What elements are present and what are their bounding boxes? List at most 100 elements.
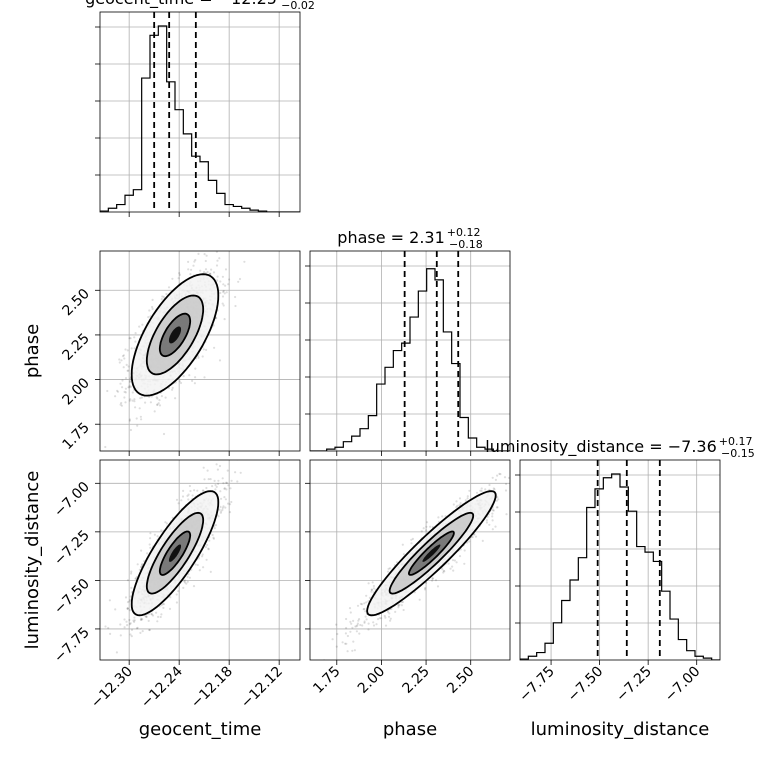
sample-point (204, 268, 208, 271)
sample-point (203, 478, 206, 481)
sample-point (178, 273, 181, 276)
sample-point (451, 559, 455, 562)
sample-point (162, 432, 166, 436)
sample-point (129, 385, 132, 388)
sample-point (182, 375, 185, 378)
sample-point (198, 569, 201, 572)
sample-point (148, 543, 151, 546)
sample-point (361, 603, 364, 606)
sample-point (217, 515, 220, 518)
sample-point (349, 630, 352, 633)
sample-point (219, 291, 222, 295)
sample-point (492, 509, 495, 512)
sample-point (133, 347, 136, 350)
sample-point (401, 600, 404, 604)
sample-point (190, 268, 193, 271)
sample-point (119, 634, 122, 637)
sample-point (216, 279, 219, 282)
sample-point (188, 374, 191, 377)
sample-point (362, 608, 365, 611)
sample-point (126, 601, 130, 604)
sample-point (496, 496, 499, 499)
sample-point (473, 533, 476, 536)
y-tick-label: 1.75 (59, 420, 92, 453)
sample-point (128, 618, 131, 622)
sample-point (164, 396, 167, 399)
sample-point (139, 618, 142, 622)
sample-point (126, 624, 129, 627)
sample-point (124, 387, 127, 390)
sample-point (153, 533, 156, 536)
sample-point (352, 619, 355, 623)
sample-point (164, 521, 167, 524)
sample-point (191, 494, 194, 497)
sample-point (384, 624, 388, 627)
sample-point (378, 617, 381, 620)
sample-point (171, 386, 174, 389)
sample-point (355, 625, 358, 628)
sample-point (130, 570, 133, 573)
sample-point (410, 538, 413, 541)
sample-point (140, 618, 143, 621)
sample-point (123, 626, 126, 629)
sample-point (400, 604, 403, 607)
scatter-layer (323, 460, 527, 660)
sample-point (224, 498, 227, 501)
sample-point (148, 309, 151, 312)
sample-point (169, 596, 172, 599)
sample-point (160, 604, 163, 607)
sample-point (206, 469, 209, 472)
sample-point (431, 577, 434, 580)
x-tick-label: −12.12 (238, 664, 286, 712)
sample-point (504, 489, 508, 492)
sample-point (363, 620, 366, 623)
sample-point (180, 499, 183, 502)
sample-point (148, 628, 151, 632)
sample-point (525, 460, 527, 462)
sample-point (224, 268, 228, 271)
sample-point (193, 382, 196, 385)
axes-frame (99, 11, 301, 213)
sample-point (481, 539, 484, 543)
sample-point (108, 599, 111, 602)
sample-point (376, 618, 380, 621)
sample-point (367, 600, 370, 603)
sample-point (124, 401, 127, 404)
sample-point (216, 259, 219, 262)
sample-point (151, 307, 154, 310)
sample-point (177, 277, 180, 280)
sample-point (452, 503, 455, 506)
sample-point (202, 566, 205, 569)
sample-point (359, 602, 362, 606)
sample-point (397, 604, 400, 608)
sample-point (491, 509, 494, 512)
sample-point (207, 547, 210, 550)
sample-point (218, 464, 222, 468)
y-axis-label-phase: phase (22, 324, 43, 378)
sample-point (156, 620, 159, 623)
sample-point (206, 270, 209, 274)
sample-point (183, 581, 187, 584)
sample-point (196, 563, 199, 567)
sample-point (214, 488, 217, 491)
sample-point (192, 585, 196, 588)
sample-point (363, 607, 366, 611)
sample-point (131, 399, 134, 402)
sample-point (222, 482, 225, 485)
sample-point (447, 562, 450, 565)
sample-point (151, 305, 154, 309)
sample-point (194, 563, 197, 566)
sample-point (130, 347, 133, 350)
sample-point (227, 484, 230, 487)
sample-point (122, 354, 125, 357)
contour-line (145, 294, 205, 376)
histogram-phase (310, 268, 510, 451)
sample-point (141, 563, 144, 566)
sample-point (354, 625, 357, 628)
sample-point (372, 587, 375, 590)
sample-point (345, 642, 348, 645)
density-level-3 (168, 544, 182, 562)
sample-point (494, 478, 497, 481)
x-axis-label-luminosity_distance: luminosity_distance (531, 719, 710, 740)
sample-point (183, 579, 187, 582)
